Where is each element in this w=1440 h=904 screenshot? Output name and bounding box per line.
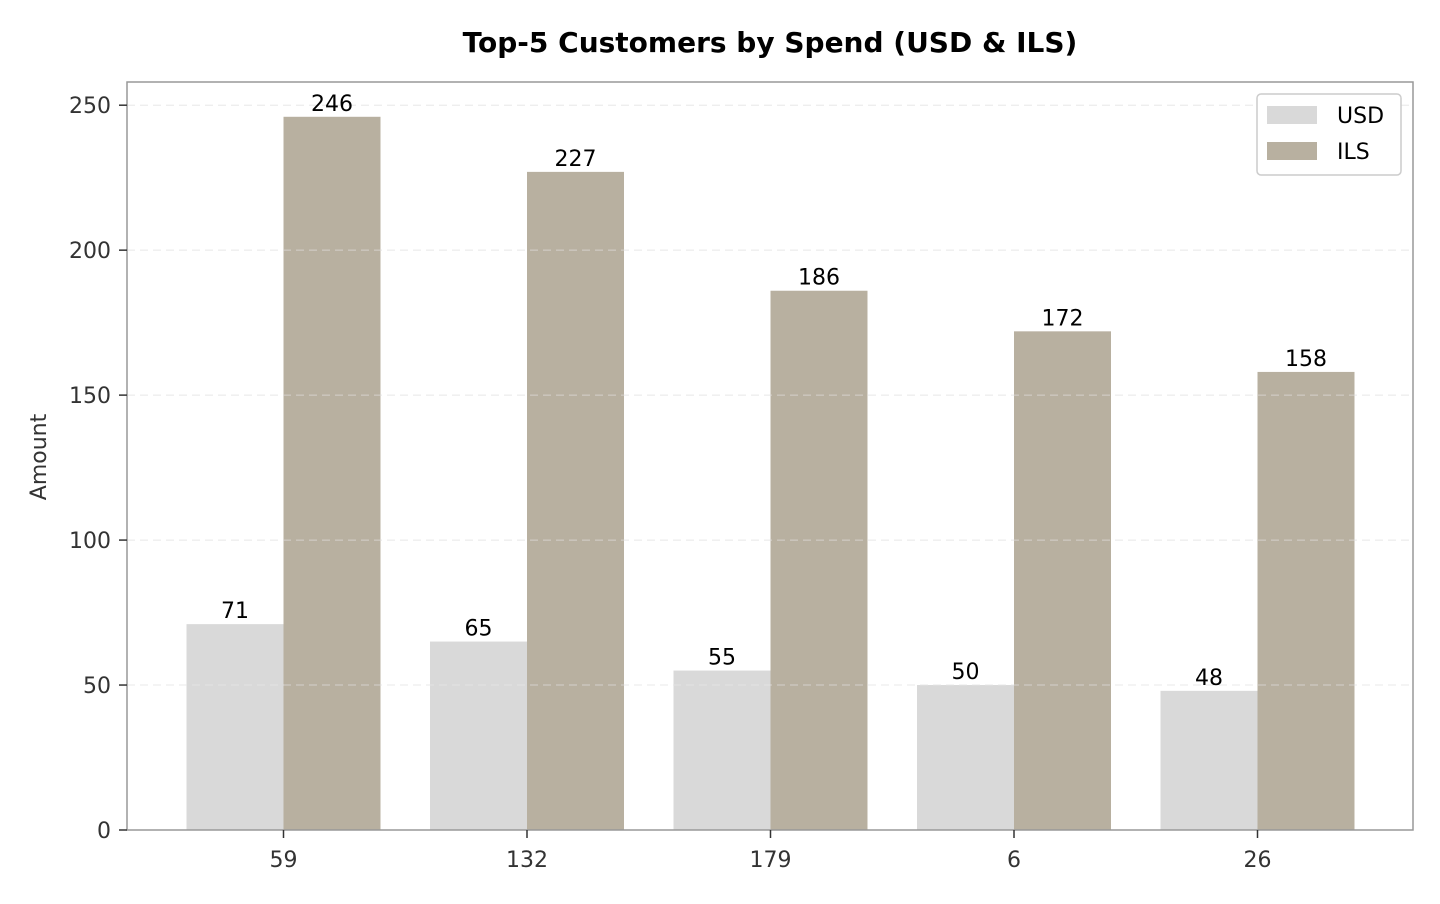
x-tick-label: 179	[750, 848, 792, 873]
value-label-usd-26: 48	[1195, 666, 1223, 691]
value-label-ils-59: 246	[311, 92, 353, 117]
bar-ils-26	[1257, 371, 1355, 830]
bar-usd-132	[430, 641, 527, 830]
y-tick-label: 250	[69, 94, 111, 119]
legend-label-ils: ILS	[1337, 140, 1370, 165]
value-label-usd-132: 65	[465, 617, 493, 642]
y-tick-label: 50	[83, 674, 111, 699]
bar-usd-26	[1160, 690, 1258, 830]
y-axis-ticks: 0 50 100 150 200 250	[69, 94, 127, 844]
bar-ils-132	[527, 171, 624, 830]
legend-swatch-usd	[1267, 106, 1317, 124]
legend: USD ILS	[1256, 93, 1402, 176]
value-label-ils-179: 186	[798, 266, 840, 291]
value-label-ils-6: 172	[1042, 306, 1084, 331]
value-label-usd-6: 50	[952, 660, 980, 685]
bar-ils-179	[770, 290, 868, 831]
value-label-ils-26: 158	[1285, 347, 1327, 372]
bar-usd-179	[673, 670, 771, 830]
legend-label-usd: USD	[1337, 104, 1384, 129]
value-label-usd-179: 55	[708, 646, 736, 671]
chart-title: Top-5 Customers by Spend (USD & ILS)	[463, 26, 1078, 59]
value-label-ils-132: 227	[555, 147, 597, 172]
bar-ils-59	[283, 116, 381, 830]
x-tick-label: 26	[1244, 848, 1272, 873]
bar-usd-59	[186, 624, 284, 830]
y-tick-label: 0	[97, 819, 111, 844]
legend-swatch-ils	[1267, 142, 1317, 160]
y-axis-label: Amount	[27, 413, 52, 500]
value-label-usd-59: 71	[221, 599, 249, 624]
bars	[186, 116, 1355, 831]
y-tick-label: 200	[69, 239, 111, 264]
x-axis-ticks: 59 132 179 6 26	[270, 830, 1272, 873]
x-tick-label: 59	[270, 848, 298, 873]
y-tick-label: 100	[69, 529, 111, 554]
y-tick-label: 150	[69, 384, 111, 409]
x-tick-label: 6	[1007, 848, 1021, 873]
x-tick-label: 132	[506, 848, 548, 873]
bar-usd-6	[917, 685, 1014, 830]
bar-ils-6	[1014, 331, 1111, 830]
grid-lines-overlay	[127, 104, 1413, 686]
value-labels: 71 65 55 50 48 246 227 186 172 158	[221, 92, 1327, 691]
